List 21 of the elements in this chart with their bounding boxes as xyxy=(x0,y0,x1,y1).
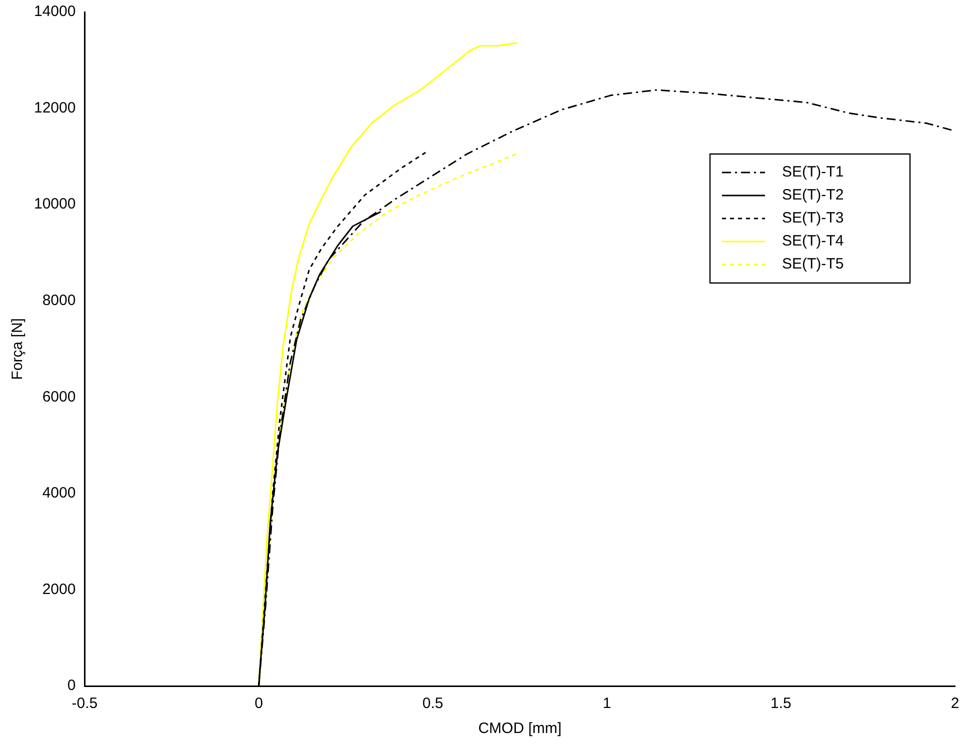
y-tick-label: 14000 xyxy=(34,3,76,20)
x-tick-label: 0 xyxy=(254,695,263,712)
y-tick-label: 2000 xyxy=(42,580,76,598)
y-tick-label: 4000 xyxy=(42,484,76,502)
y-tick-label: 0 xyxy=(67,677,76,694)
y-tick-label: 8000 xyxy=(42,292,76,309)
legend-label: SE(T)-T3 xyxy=(782,210,844,227)
y-tick-label: 12000 xyxy=(34,99,76,116)
x-tick-label: 0.5 xyxy=(422,695,444,712)
x-tick-label: 1 xyxy=(602,695,612,712)
y-tick-label: 6000 xyxy=(42,388,76,406)
legend-label: SE(T)-T4 xyxy=(782,232,844,250)
y-axis-title: Força [N] xyxy=(9,318,26,380)
x-tick-label: -0.5 xyxy=(72,695,98,712)
x-tick-label: 2 xyxy=(950,695,960,712)
legend-label: SE(T)-T5 xyxy=(782,256,844,273)
y-tick-label: 10000 xyxy=(34,196,76,213)
legend-label: SE(T)-T1 xyxy=(782,164,844,181)
legend-label: SE(T)-T2 xyxy=(782,186,844,204)
x-tick-label: 1.5 xyxy=(770,695,792,712)
x-axis-title: CMOD [mm] xyxy=(478,720,562,738)
